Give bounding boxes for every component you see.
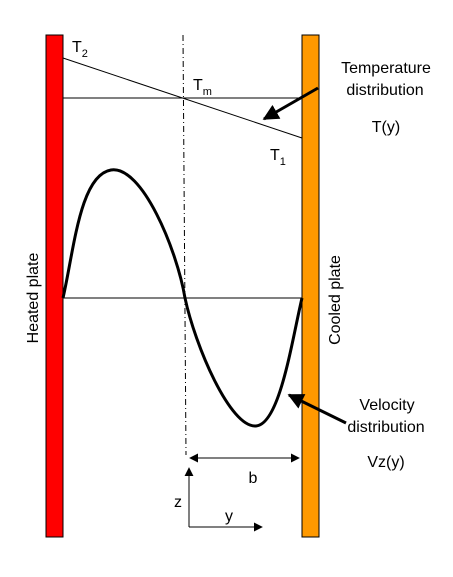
temperature-caption-line2: distribution <box>346 82 423 99</box>
temperature-arrow <box>262 86 319 121</box>
z-axis-label: z <box>174 494 182 511</box>
centerline <box>182 34 187 456</box>
heated-plate <box>45 34 64 538</box>
velocity-caption-line1: Velocity <box>359 397 414 414</box>
velocity-function-label: Vz(y) <box>367 454 404 471</box>
temperature-function-label: T(y) <box>372 119 400 136</box>
heated-plate-label: Heated plate <box>25 253 42 344</box>
t1-label: T1 <box>270 147 286 168</box>
width-label: b <box>249 470 258 487</box>
velocity-caption-line2: distribution <box>347 419 424 436</box>
velocity-curve <box>61 168 304 428</box>
tm-label: Tm <box>193 77 212 98</box>
cooled-plate <box>301 34 320 538</box>
cooled-plate-label: Cooled plate <box>327 255 344 345</box>
temperature-caption-line1: Temperature <box>341 60 431 77</box>
t2-label: T2 <box>72 39 88 60</box>
velocity-arrow <box>287 393 347 425</box>
y-axis-label: y <box>225 508 233 525</box>
